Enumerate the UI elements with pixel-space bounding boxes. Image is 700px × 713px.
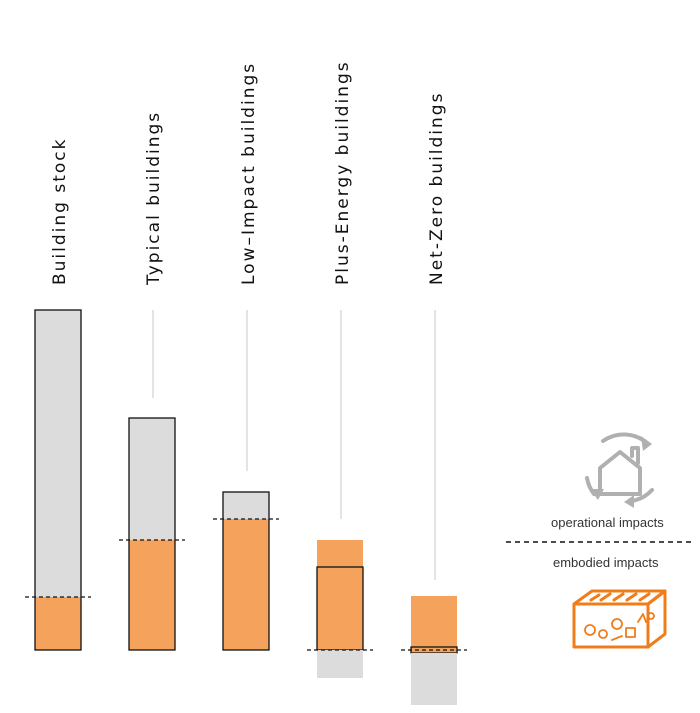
embodied-segment: [129, 540, 175, 650]
bar-building-stock: [25, 309, 91, 651]
operational-segment: [223, 492, 269, 519]
bar-net-zero-buildings: [401, 310, 467, 705]
embodied-segment: [35, 597, 81, 650]
column-label-typical-buildings: Typical buildings: [144, 111, 164, 286]
legend-operational-label: operational impacts: [551, 515, 664, 530]
bar-plus-energy-buildings: [307, 310, 373, 678]
column-label-building-stock: Building stock: [50, 138, 70, 285]
embodied-upper-segment: [411, 596, 457, 647]
bar-low-impact-buildings: [213, 310, 279, 651]
operational-segment: [129, 418, 175, 540]
legend-embodied-label: embodied impacts: [553, 555, 659, 570]
embodied-segment: [223, 519, 269, 650]
embodied-segment: [316, 566, 364, 651]
bar-typical-buildings: [119, 310, 185, 651]
operational-segment: [35, 310, 81, 597]
operational-negative-segment: [317, 650, 363, 678]
bar-outline: [128, 417, 176, 651]
house-recycle-icon: [585, 432, 654, 508]
column-label-net-zero-buildings: Net-Zero buildings: [427, 92, 447, 285]
bar-outline: [222, 491, 270, 651]
column-label-low-impact-buildings: Low–Impact buildings: [239, 62, 259, 285]
legend: operational impacts embodied impacts: [506, 432, 692, 649]
embodied-upper-segment: [317, 540, 363, 567]
operational-negative-segment: [411, 653, 457, 705]
bar-outline: [34, 309, 82, 651]
column-label-plus-energy-buildings: Plus-Energy buildings: [333, 60, 353, 285]
building-materials-icon: [572, 589, 667, 649]
